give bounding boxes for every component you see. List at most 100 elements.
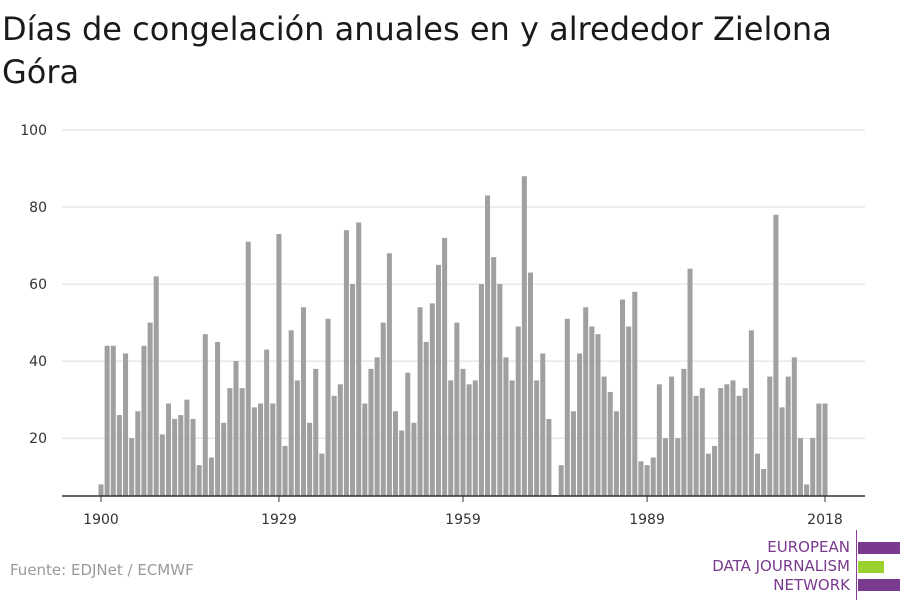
bar-2004[interactable] xyxy=(736,395,742,496)
bar-1960[interactable] xyxy=(466,384,472,496)
bar-2002[interactable] xyxy=(724,384,730,496)
bar-1946[interactable] xyxy=(380,322,386,496)
bar-1998[interactable] xyxy=(699,388,705,496)
bar-1901[interactable] xyxy=(104,345,110,496)
bar-1938[interactable] xyxy=(331,395,337,496)
bar-1976[interactable] xyxy=(564,318,570,496)
bar-1905[interactable] xyxy=(129,438,135,496)
bar-1917[interactable] xyxy=(202,334,208,496)
bar-1936[interactable] xyxy=(319,453,325,496)
bar-1925[interactable] xyxy=(251,407,257,496)
bar-2003[interactable] xyxy=(730,380,736,496)
bar-1950[interactable] xyxy=(405,372,411,496)
bar-1953[interactable] xyxy=(423,341,429,496)
bar-2017[interactable] xyxy=(816,403,822,496)
bar-1996[interactable] xyxy=(687,268,693,496)
bar-1922[interactable] xyxy=(233,361,239,496)
bar-1964[interactable] xyxy=(491,257,497,496)
bar-1929[interactable] xyxy=(276,234,282,496)
bar-1966[interactable] xyxy=(503,357,509,496)
bar-1935[interactable] xyxy=(313,368,319,496)
bar-1957[interactable] xyxy=(448,380,454,496)
edjnet-logo[interactable]: EUROPEAN DATA JOURNALISM NETWORK xyxy=(700,530,900,600)
bar-1942[interactable] xyxy=(356,222,362,496)
bar-1910[interactable] xyxy=(159,434,165,496)
bar-1965[interactable] xyxy=(497,284,503,496)
bar-1923[interactable] xyxy=(239,388,245,496)
bar-1928[interactable] xyxy=(270,403,276,496)
bar-1931[interactable] xyxy=(288,330,294,496)
bar-1944[interactable] xyxy=(368,368,374,496)
bar-1906[interactable] xyxy=(135,411,141,496)
bar-2013[interactable] xyxy=(791,357,797,496)
bar-1904[interactable] xyxy=(123,353,129,496)
bar-1909[interactable] xyxy=(153,276,159,496)
bar-1913[interactable] xyxy=(178,415,184,496)
bar-1954[interactable] xyxy=(429,303,435,496)
bar-1973[interactable] xyxy=(546,418,552,496)
bar-1933[interactable] xyxy=(300,307,306,496)
bar-2014[interactable] xyxy=(797,438,803,496)
bar-2015[interactable] xyxy=(804,484,810,496)
bar-1927[interactable] xyxy=(264,349,270,496)
bar-1983[interactable] xyxy=(607,391,613,496)
bar-1967[interactable] xyxy=(509,380,515,496)
bar-1956[interactable] xyxy=(442,237,448,496)
bar-2000[interactable] xyxy=(712,445,718,496)
bar-1970[interactable] xyxy=(527,272,534,496)
bar-1918[interactable] xyxy=(208,457,214,496)
bar-1955[interactable] xyxy=(435,264,441,496)
bar-1997[interactable] xyxy=(693,395,699,496)
bar-1934[interactable] xyxy=(307,422,313,496)
bar-2010[interactable] xyxy=(773,214,779,497)
bar-1963[interactable] xyxy=(485,195,491,496)
bar-1907[interactable] xyxy=(141,345,147,496)
bar-1902[interactable] xyxy=(110,345,116,496)
bar-1977[interactable] xyxy=(570,411,576,496)
bar-1988[interactable] xyxy=(638,461,644,496)
bar-2001[interactable] xyxy=(718,388,724,496)
bar-1959[interactable] xyxy=(460,368,466,496)
bar-1979[interactable] xyxy=(583,307,589,496)
bar-2009[interactable] xyxy=(767,376,773,496)
bar-1991[interactable] xyxy=(656,384,662,496)
bar-2011[interactable] xyxy=(779,407,785,496)
bar-2016[interactable] xyxy=(810,438,816,496)
bar-1952[interactable] xyxy=(417,307,423,496)
bar-1941[interactable] xyxy=(350,284,356,496)
bar-1949[interactable] xyxy=(399,430,405,496)
bar-1992[interactable] xyxy=(662,438,668,496)
bar-1980[interactable] xyxy=(589,326,595,496)
bar-1968[interactable] xyxy=(515,326,521,496)
bar-1920[interactable] xyxy=(221,422,227,496)
bar-1916[interactable] xyxy=(196,465,202,496)
bar-1926[interactable] xyxy=(258,403,264,496)
bar-1984[interactable] xyxy=(613,411,619,496)
bar-1985[interactable] xyxy=(620,299,626,496)
bar-2005[interactable] xyxy=(742,388,748,496)
bar-1908[interactable] xyxy=(147,322,153,496)
bar-1921[interactable] xyxy=(227,388,233,496)
bar-1987[interactable] xyxy=(632,291,638,496)
bar-1919[interactable] xyxy=(215,341,221,496)
bar-1969[interactable] xyxy=(521,176,527,497)
bar-1961[interactable] xyxy=(472,380,478,496)
bar-1975[interactable] xyxy=(558,465,564,496)
bar-1903[interactable] xyxy=(116,415,122,496)
bar-2012[interactable] xyxy=(785,376,791,496)
bar-1915[interactable] xyxy=(190,418,196,496)
bar-2008[interactable] xyxy=(761,469,767,496)
bar-1951[interactable] xyxy=(411,422,417,496)
bar-1939[interactable] xyxy=(337,384,343,496)
bar-1989[interactable] xyxy=(644,465,650,496)
bar-2007[interactable] xyxy=(754,453,761,496)
bar-1911[interactable] xyxy=(165,403,172,496)
bar-1948[interactable] xyxy=(392,411,399,496)
bar-2006[interactable] xyxy=(748,330,754,496)
bar-1994[interactable] xyxy=(675,438,681,496)
bar-1993[interactable] xyxy=(669,376,675,496)
bar-1937[interactable] xyxy=(325,318,331,496)
bar-1971[interactable] xyxy=(534,380,540,496)
bar-1972[interactable] xyxy=(540,353,546,496)
bar-1932[interactable] xyxy=(294,380,300,496)
